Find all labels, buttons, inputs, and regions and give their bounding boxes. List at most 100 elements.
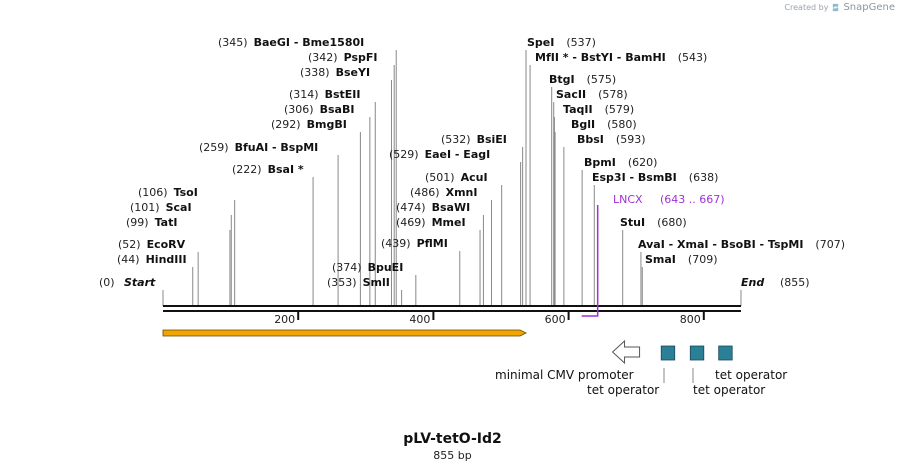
enzyme-label[interactable]: (292) BmgBI [271,118,347,131]
feature-label: minimal CMV promoter [495,368,634,382]
enzyme-position: (638) [689,171,719,184]
enzyme-name: Esp3I - BsmBI [592,171,677,184]
enzyme-label[interactable]: BbsI (593) [577,133,646,146]
enzyme-name: SmaI [645,253,676,266]
enzyme-label[interactable]: SacII (578) [556,88,628,101]
enzyme-name: BaeGI - Bme1580I [254,36,365,49]
enzyme-position: (439) [381,237,411,250]
enzyme-name: SmlI [363,276,390,289]
enzyme-label[interactable]: (486) XmnI [410,186,477,199]
credit-prefix: Created by [784,3,829,12]
enzyme-label[interactable]: (314) BstEII [289,88,360,101]
enzyme-position: (306) [284,103,314,116]
enzyme-label[interactable]: (101) ScaI [130,201,192,214]
enzyme-position: (342) [308,51,338,64]
ruler-tick-label: 200 [274,313,295,326]
lncx-bracket [581,205,599,317]
enzyme-label[interactable]: (439) PflMI [381,237,448,250]
feature-label: tet operator [715,368,787,382]
orf-feature [162,329,527,337]
feature-label: tet operator [587,383,659,397]
lncx-label: LNCX [613,193,643,206]
start-label: Start [124,276,156,289]
enzyme-label[interactable]: (469) MmeI [396,216,466,229]
enzyme-position: (469) [396,216,426,229]
tet-operator-box[interactable] [660,345,676,361]
enzyme-label[interactable]: (353) SmlI [327,276,390,289]
enzyme-position: (106) [138,186,168,199]
enzyme-position: (529) [389,148,419,161]
backbone [163,305,741,312]
enzyme-label[interactable]: AvaI - XmaI - BsoBI - TspMI (707) [638,238,845,251]
enzyme-name: BsaWI [432,201,471,214]
enzyme-name: MmeI [432,216,466,229]
enzyme-label[interactable]: (99) TatI [126,216,177,229]
enzyme-name: BpuEI [368,261,404,274]
enzyme-name: BseYI [336,66,370,79]
enzyme-label[interactable]: (501) AcuI [425,171,488,184]
enzyme-label[interactable]: (259) BfuAI - BspMI [199,141,318,154]
snapgene-logo-icon [833,3,839,12]
enzyme-name: BtgI [549,73,575,86]
enzyme-label[interactable]: BpmI (620) [584,156,657,169]
enzyme-label[interactable]: MfII * - BstYI - BamHI (543) [535,51,707,64]
enzyme-label[interactable]: (532) BsiEI [441,133,507,146]
enzyme-name: BfuAI - BspMI [235,141,319,154]
enzyme-position: (575) [587,73,617,86]
enzyme-position: (537) [566,36,596,49]
enzyme-position: (707) [815,238,845,251]
enzyme-position: (222) [232,163,262,176]
site-lines [162,50,742,306]
enzyme-name: PspFI [344,51,378,64]
enzyme-label[interactable]: (345) BaeGI - Bme1580I [218,36,364,49]
enzyme-name: TaqII [563,103,593,116]
orf-arrow[interactable] [162,329,527,337]
enzyme-name: BsaI * [268,163,304,176]
enzyme-label[interactable]: (106) TsoI [138,186,198,199]
enzyme-position: (374) [332,261,362,274]
enzyme-name: TsoI [174,186,198,199]
enzyme-name: BglI [571,118,595,131]
enzyme-position: (44) [117,253,140,266]
enzyme-position: (709) [688,253,718,266]
enzyme-label[interactable]: (374) BpuEI [332,261,403,274]
enzyme-label[interactable]: (529) EaeI - EagI [389,148,490,161]
enzyme-label[interactable]: (338) BseYI [300,66,370,79]
enzyme-label[interactable]: SpeI (537) [527,36,596,49]
enzyme-label[interactable]: StuI (680) [620,216,687,229]
enzyme-position: (353) [327,276,357,289]
ruler-ticks: 200 400 600 800 [274,311,705,326]
enzyme-position: (292) [271,118,301,131]
plasmid-name: pLV-tetO-Id2 [403,431,502,447]
enzyme-label[interactable]: (44) HindIII [117,253,187,266]
enzyme-labels: (44) HindIII (52) EcoRV (99) TatI (101) ScaI (10… [117,36,845,289]
end-label: End [741,276,764,289]
enzyme-label[interactable]: Esp3I - BsmBI (638) [592,171,718,184]
enzyme-position: (620) [628,156,658,169]
tet-operator-box[interactable] [689,345,705,361]
enzyme-position: (259) [199,141,229,154]
enzyme-label[interactable]: (474) BsaWI [396,201,470,214]
enzyme-label[interactable]: TaqII (579) [563,103,634,116]
enzyme-label[interactable]: BglI (580) [571,118,637,131]
enzyme-name: BsaBI [320,103,355,116]
enzyme-label[interactable]: (52) EcoRV [118,238,186,251]
enzyme-label[interactable]: (222) BsaI * [232,163,304,176]
enzyme-name: SpeI [527,36,554,49]
enzyme-position: (543) [678,51,708,64]
enzyme-name: AvaI - XmaI - BsoBI - TspMI [638,238,803,251]
snapgene-credit: Created by SnapGene [784,2,895,13]
end-position: (855) [780,276,810,289]
enzyme-position: (52) [118,238,141,251]
enzyme-label[interactable]: SmaI (709) [645,253,718,266]
enzyme-label[interactable]: (306) BsaBI [284,103,354,116]
promoter-arrow[interactable] [611,339,641,365]
tet-operator-box[interactable] [718,345,733,361]
enzyme-label[interactable]: BtgI (575) [549,73,616,86]
enzyme-label[interactable]: (342) PspFI [308,51,378,64]
enzyme-position: (314) [289,88,319,101]
start-end-labels: (0) Start End (855) [99,276,810,289]
ruler-tick-label: 800 [680,313,701,326]
enzyme-name: BpmI [584,156,616,169]
